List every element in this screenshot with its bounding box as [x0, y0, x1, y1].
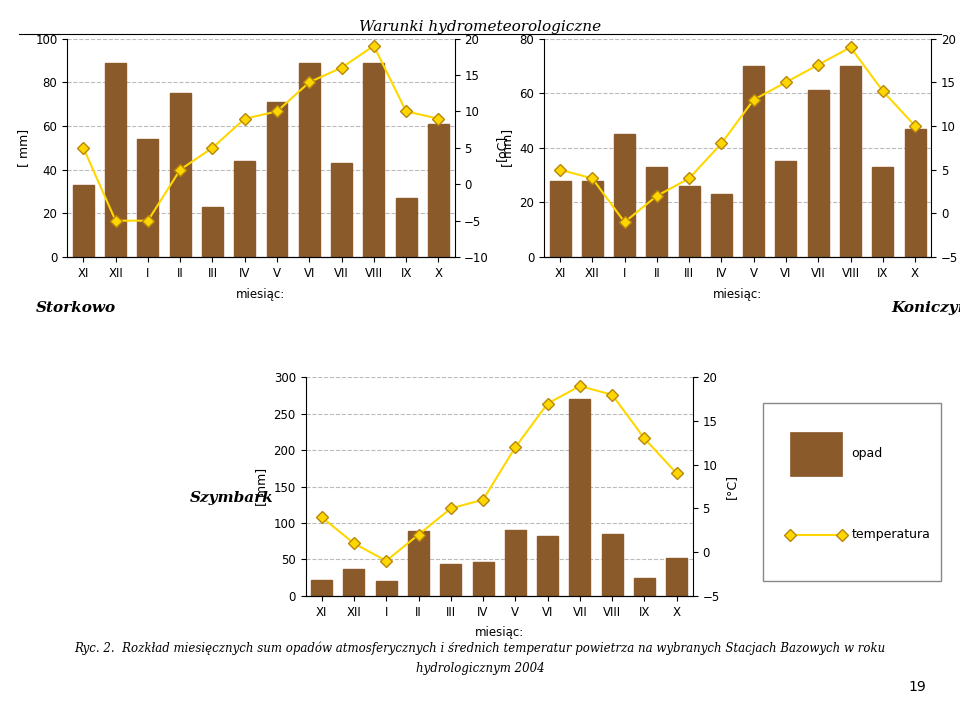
Y-axis label: [ mm]: [ mm]: [16, 129, 30, 167]
Text: Ryc. 2.  Rozkład miesięcznych sum opadów atmosferycznych i średnich temperatur p: Ryc. 2. Rozkład miesięcznych sum opadów …: [74, 641, 886, 655]
Bar: [569, 399, 590, 596]
Bar: [428, 124, 449, 257]
Y-axis label: [°C]: [°C]: [726, 474, 738, 499]
Bar: [505, 530, 526, 596]
Bar: [472, 562, 493, 596]
Bar: [441, 564, 461, 596]
Text: miesiąc:: miesiąc:: [236, 287, 285, 301]
Text: miesiąc:: miesiąc:: [474, 627, 524, 639]
Bar: [363, 62, 384, 257]
Bar: [743, 66, 764, 257]
Bar: [807, 90, 828, 257]
Text: Storkowo: Storkowo: [36, 301, 116, 315]
Bar: [776, 161, 797, 257]
Bar: [614, 134, 636, 257]
Bar: [311, 580, 332, 596]
Bar: [331, 163, 352, 257]
Bar: [408, 531, 429, 596]
Text: miesiąc:: miesiąc:: [713, 287, 762, 301]
Text: Koniczynka: Koniczynka: [891, 301, 960, 315]
Bar: [602, 534, 623, 596]
Bar: [137, 139, 158, 257]
Bar: [679, 186, 700, 257]
Bar: [646, 167, 667, 257]
Bar: [634, 578, 655, 596]
Bar: [666, 558, 687, 596]
Text: temperatura: temperatura: [852, 528, 930, 541]
Bar: [904, 129, 925, 257]
Bar: [202, 207, 223, 257]
Text: hydrologicznym 2004: hydrologicznym 2004: [416, 662, 544, 676]
Bar: [106, 62, 126, 257]
Bar: [234, 161, 255, 257]
Text: Warunki hydrometeorologiczne: Warunki hydrometeorologiczne: [359, 20, 601, 34]
Text: 19: 19: [909, 680, 926, 694]
Bar: [582, 181, 603, 257]
Bar: [840, 66, 861, 257]
Bar: [538, 536, 558, 596]
Y-axis label: [ mm]: [ mm]: [255, 468, 268, 505]
Bar: [396, 198, 417, 257]
Bar: [299, 62, 320, 257]
Text: opad: opad: [852, 447, 882, 461]
Bar: [375, 580, 396, 596]
Bar: [873, 167, 893, 257]
Y-axis label: [oC]: [oC]: [494, 135, 508, 161]
Bar: [711, 194, 732, 257]
Text: Szymbark: Szymbark: [189, 491, 273, 505]
Bar: [73, 185, 94, 257]
Bar: [267, 102, 287, 257]
Y-axis label: [ mm]: [ mm]: [501, 129, 514, 167]
Bar: [170, 93, 191, 257]
Bar: [344, 569, 365, 596]
Bar: [549, 181, 570, 257]
